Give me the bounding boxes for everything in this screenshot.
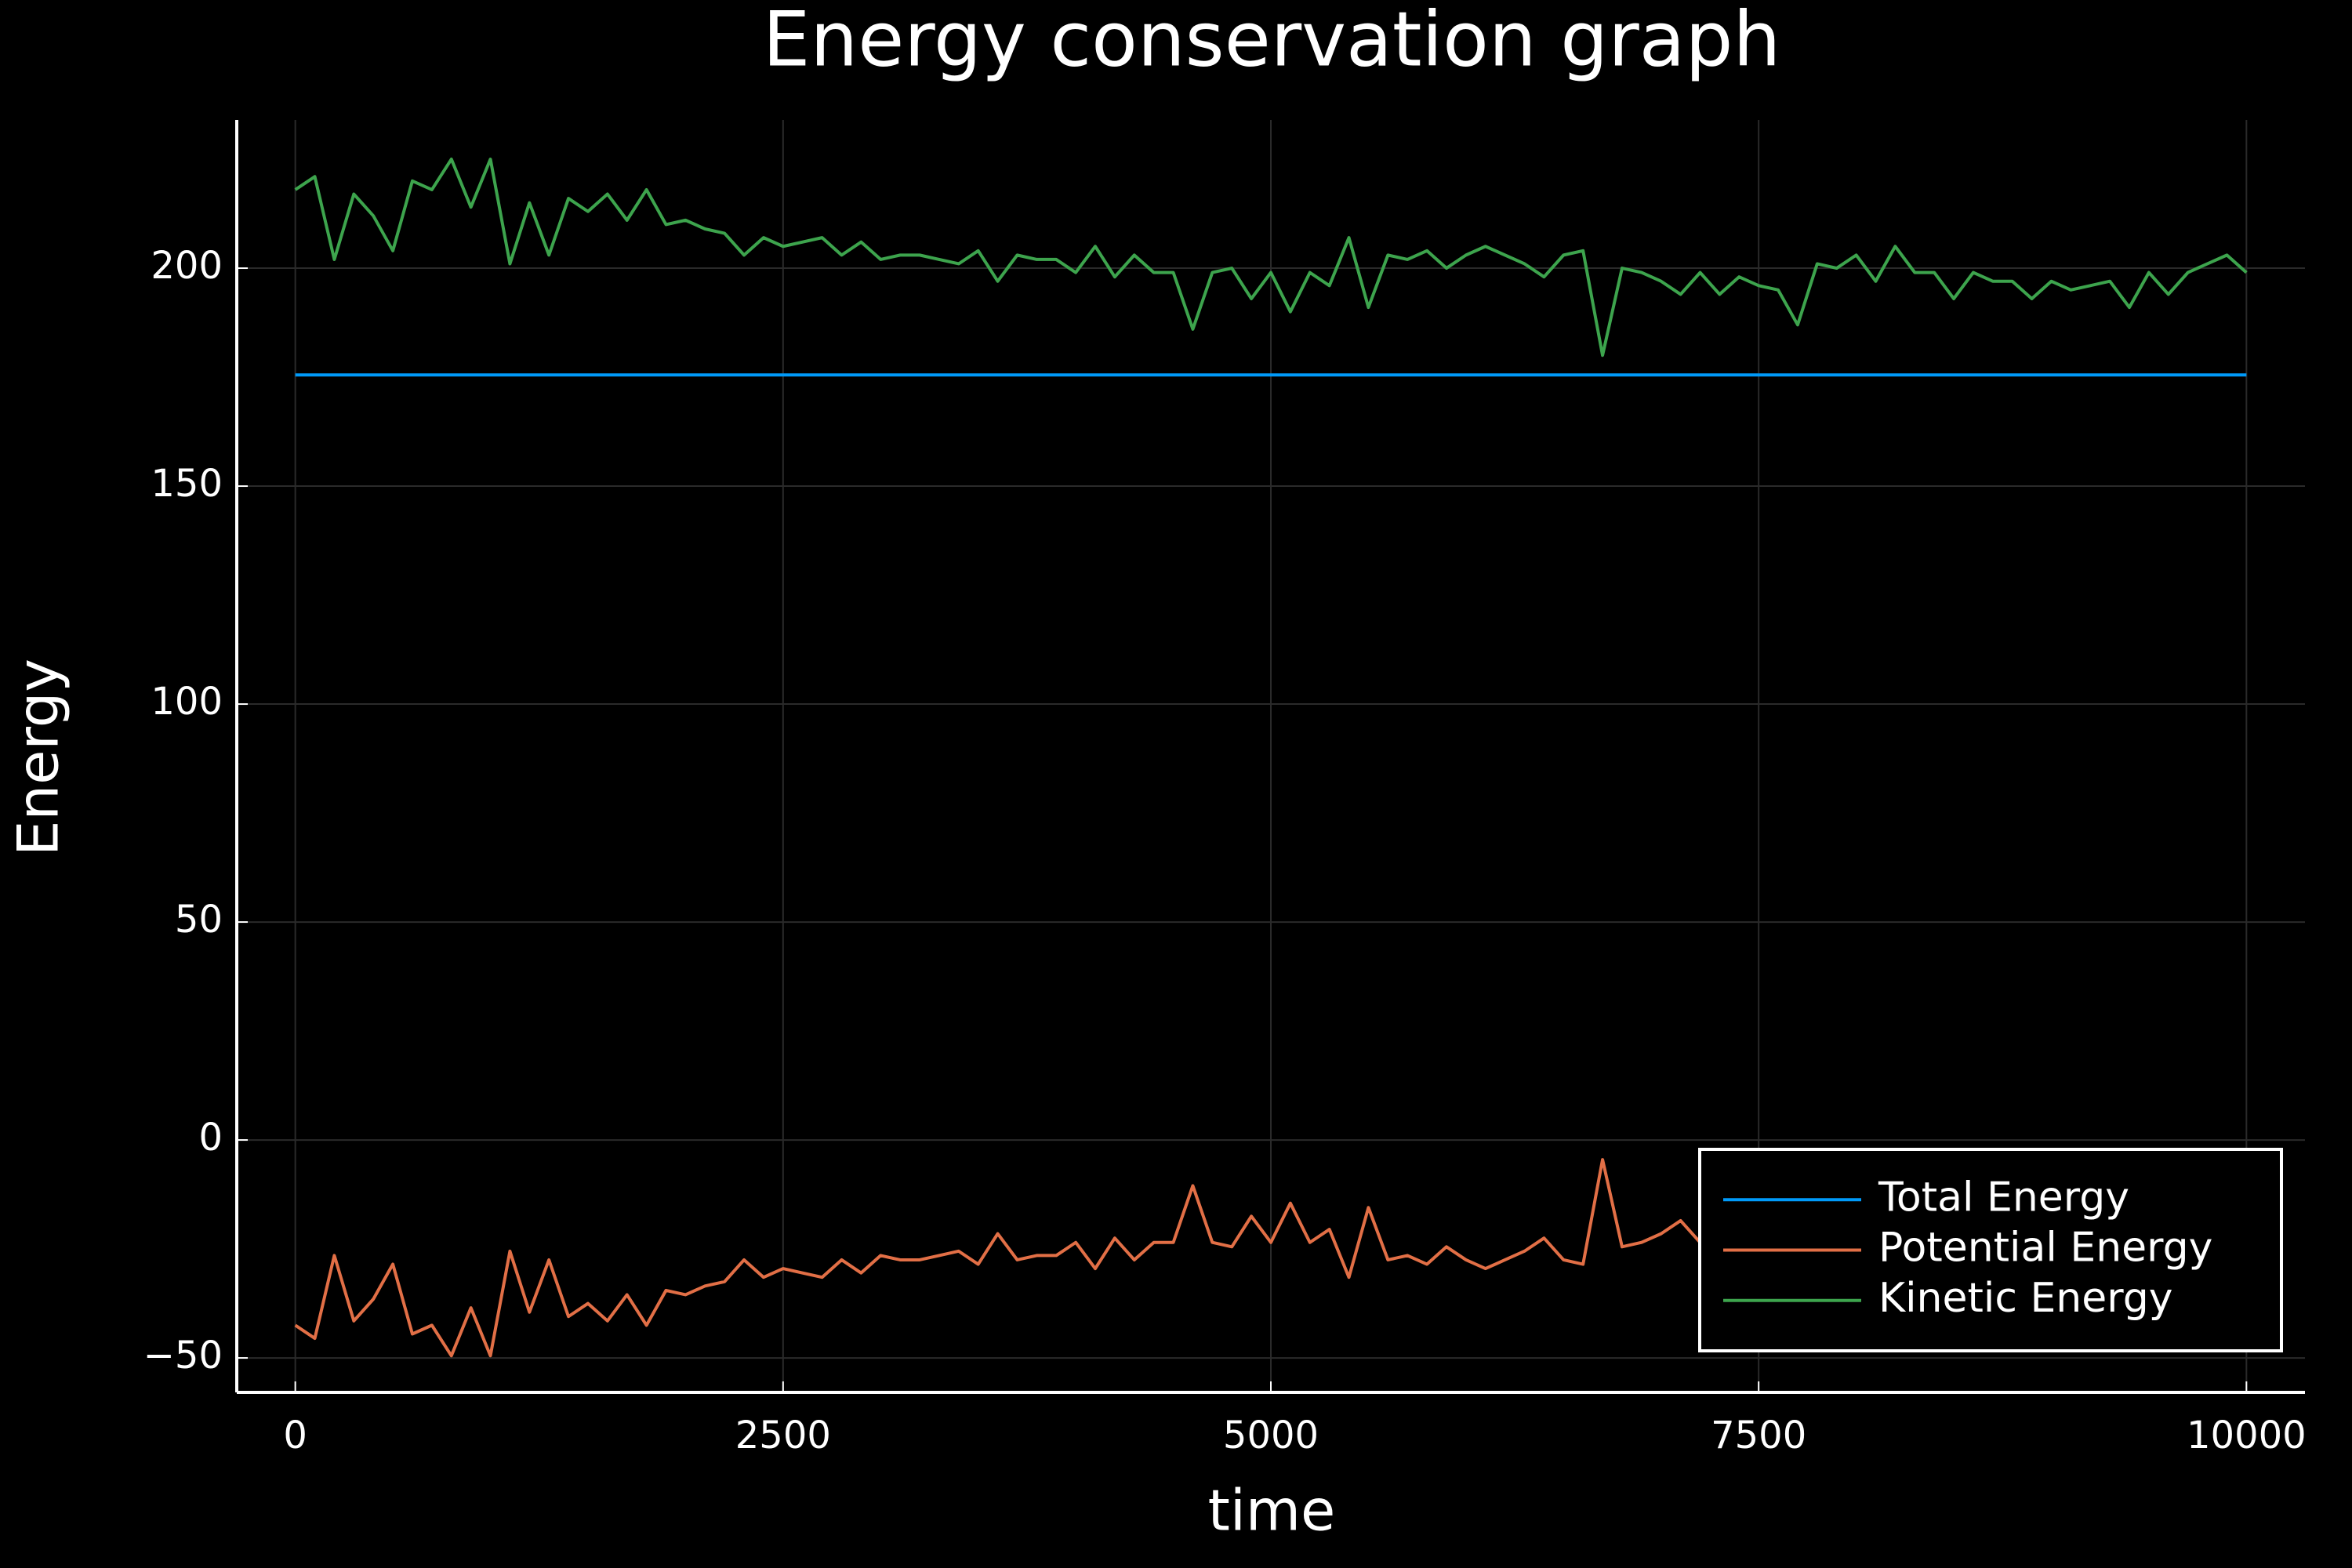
y-tick-label: 100 (151, 680, 223, 724)
x-tick-label: 5000 (1223, 1414, 1319, 1457)
x-tick-label: 2500 (735, 1414, 831, 1457)
x-tick-label: 0 (283, 1414, 307, 1457)
x-tick-label: 7500 (1711, 1414, 1806, 1457)
y-axis-label: Energy (5, 659, 71, 856)
chart-title: Energy conservation graph (763, 0, 1781, 83)
x-tick-label: 10000 (2187, 1414, 2307, 1457)
y-tick-label: 200 (151, 244, 223, 288)
legend-label: Potential Energy (1878, 1225, 2212, 1272)
y-tick-label: 50 (175, 898, 223, 942)
series-line (294, 158, 2248, 358)
legend-label: Kinetic Energy (1878, 1275, 2173, 1322)
y-tick-label: −50 (143, 1334, 223, 1377)
y-tick-label: 0 (198, 1116, 223, 1160)
x-axis-label: time (1208, 1478, 1336, 1544)
legend-label: Total Energy (1878, 1174, 2129, 1221)
y-tick-label: 150 (151, 462, 223, 506)
